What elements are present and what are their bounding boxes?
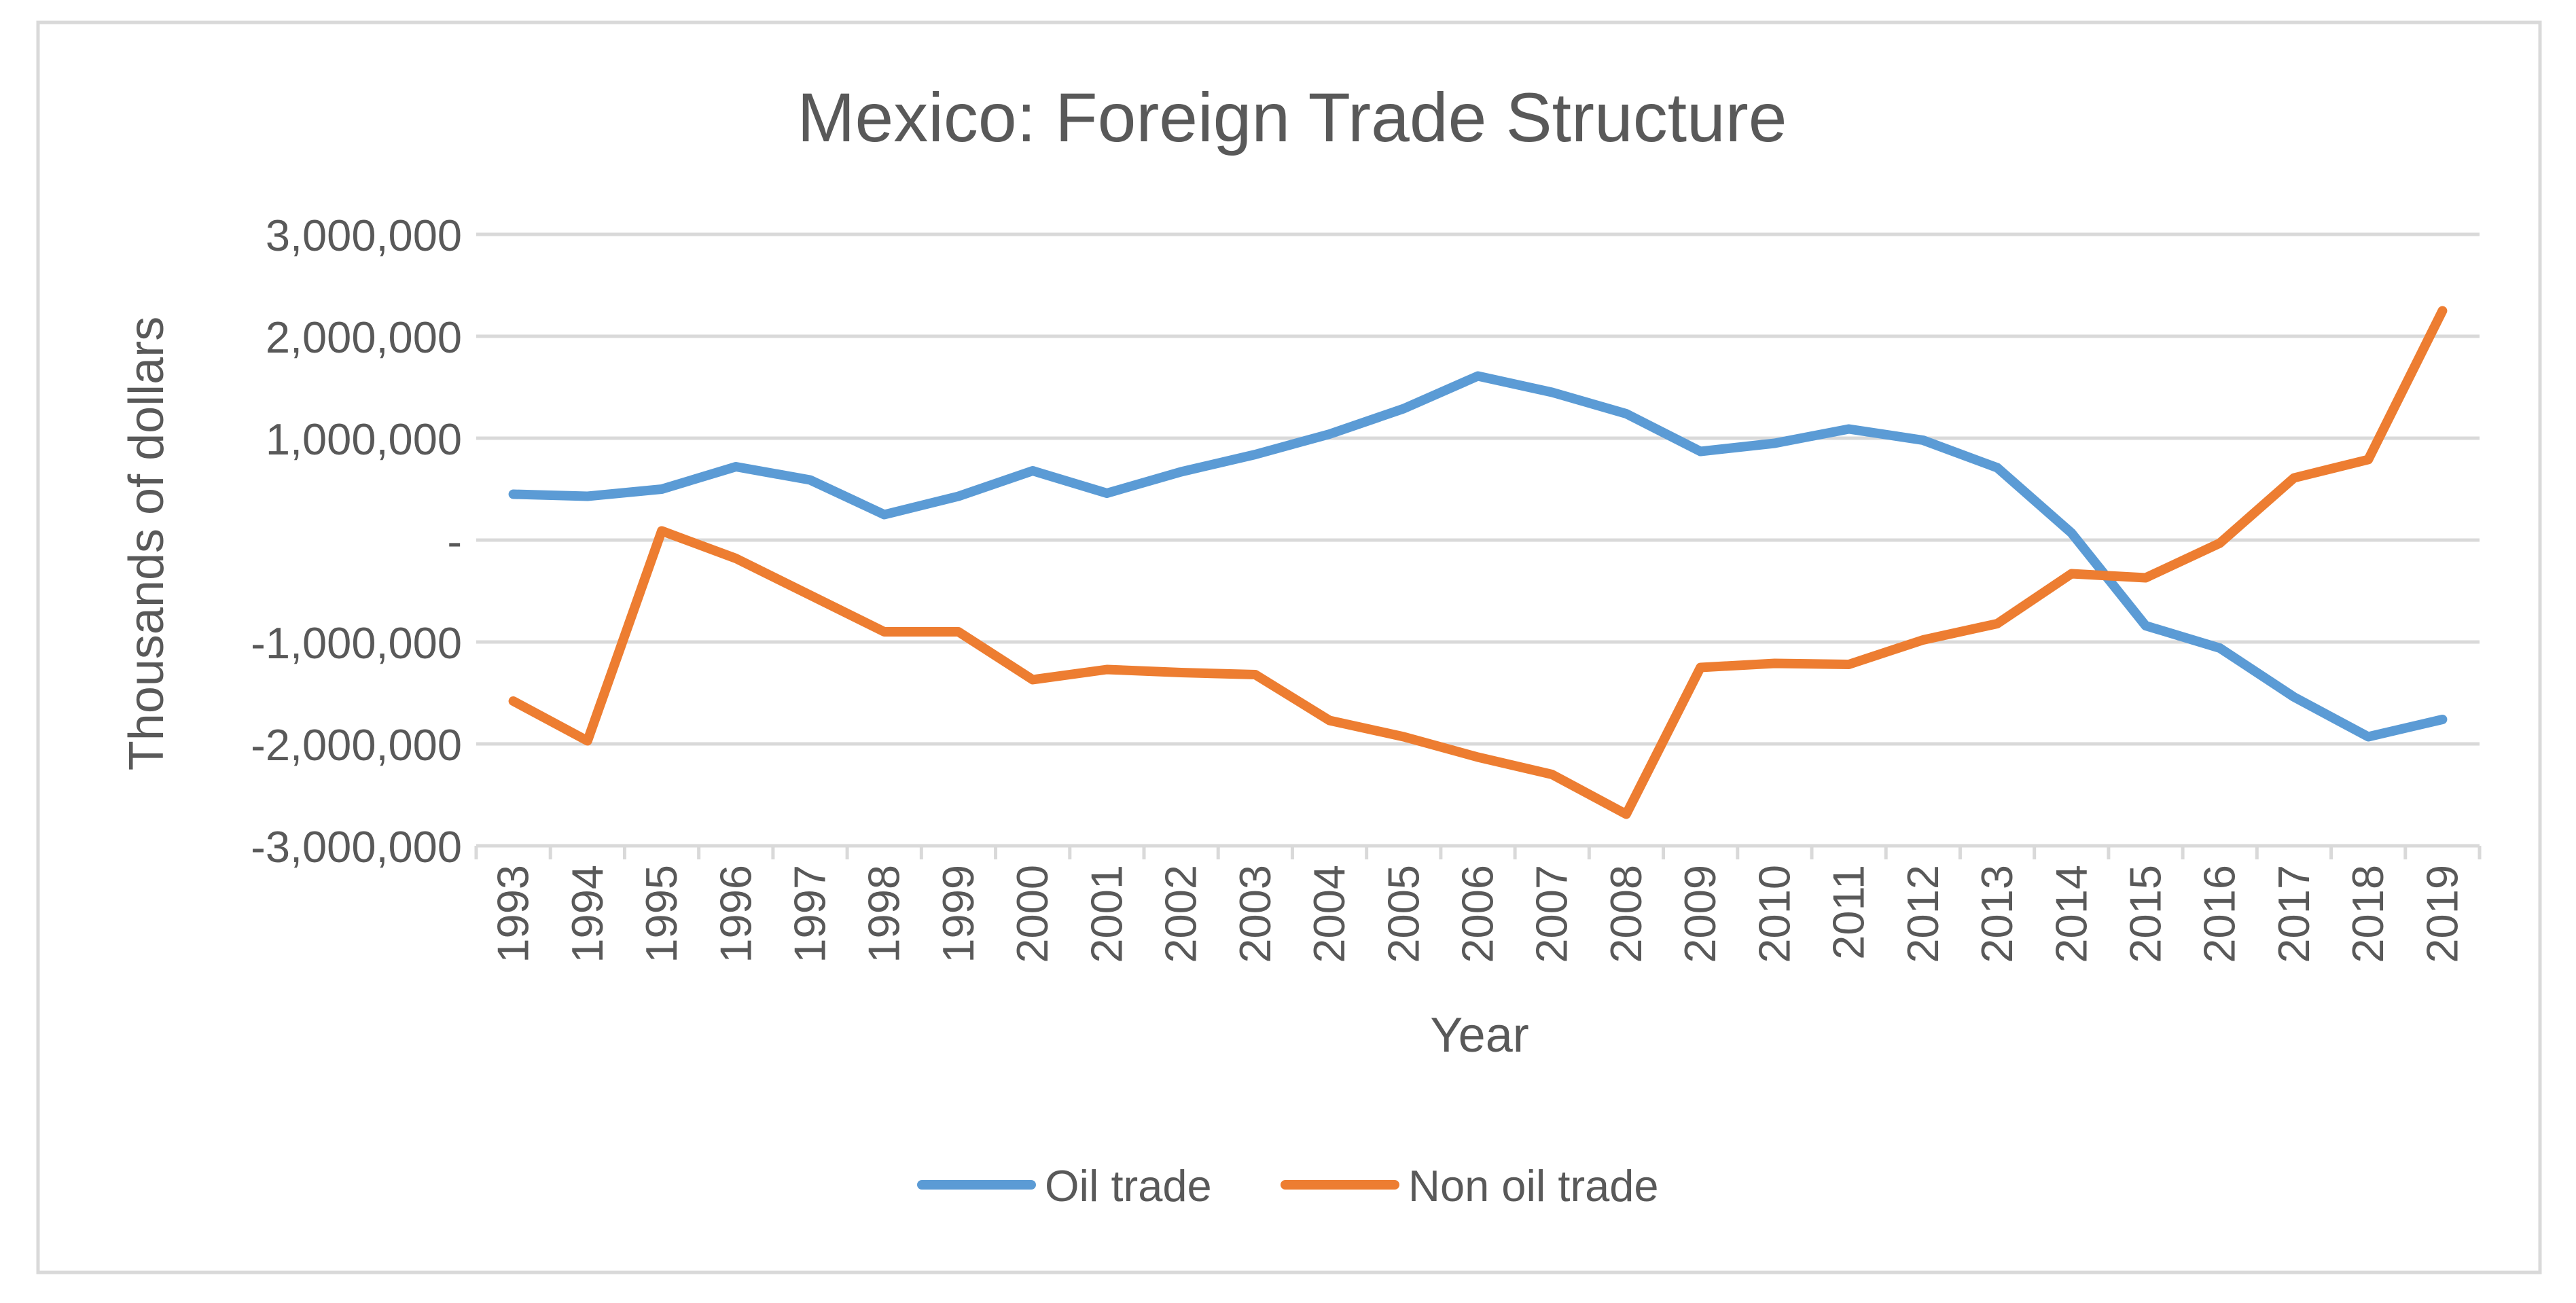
- legend-label: Oil trade: [1045, 1161, 1212, 1211]
- x-tick-label: 2002: [1156, 865, 1206, 963]
- x-tick-label: 2007: [1527, 865, 1577, 963]
- x-tick-label: 2005: [1378, 865, 1428, 963]
- x-tick-label: 2003: [1230, 865, 1280, 963]
- x-tick-label: 2006: [1453, 865, 1503, 963]
- x-tick-label: 2008: [1601, 865, 1651, 963]
- chart-border: [36, 20, 2542, 1274]
- x-tick-label: 2004: [1304, 865, 1354, 963]
- y-tick-label: -1,000,000: [251, 618, 462, 668]
- y-tick-label: -: [447, 516, 462, 566]
- x-tick-label: 2019: [2417, 865, 2467, 963]
- x-tick-label: 1998: [859, 865, 909, 963]
- y-axis-title: Thousands of dollars: [120, 317, 174, 770]
- x-tick-label: 1995: [637, 865, 686, 963]
- x-tick-label: 2012: [1898, 865, 1948, 963]
- y-tick-label: 1,000,000: [266, 414, 462, 464]
- chart-title: Mexico: Foreign Trade Structure: [798, 79, 1787, 156]
- y-tick-label: -2,000,000: [251, 720, 462, 770]
- legend-label: Non oil trade: [1408, 1161, 1659, 1211]
- y-axis: 3,000,000 2,000,000 1,000,000 - -1,000,000 -2…: [251, 211, 462, 872]
- y-tick-label: 2,000,000: [266, 313, 462, 362]
- x-tick-label: 2018: [2343, 865, 2393, 963]
- legend: Oil trade Non oil trade: [917, 1161, 1659, 1211]
- x-tick-label: 2011: [1824, 865, 1874, 960]
- x-axis: 1993 1994 1995 1996 1997 1998 1999 2000 2001 2002…: [474, 844, 2482, 963]
- x-tick-label: 2013: [1972, 865, 2022, 963]
- x-tick-label: 2010: [1749, 865, 1799, 963]
- x-tick-label: 2014: [2046, 865, 2096, 963]
- x-tick-label: 2015: [2121, 865, 2170, 963]
- x-tick-label: 2016: [2195, 865, 2244, 963]
- y-tick-label: -3,000,000: [251, 822, 462, 872]
- x-tick-label: 1997: [785, 865, 835, 963]
- x-tick-label: 1999: [933, 865, 983, 963]
- x-tick-label: 1996: [711, 865, 760, 963]
- x-tick-label: 1993: [488, 865, 538, 963]
- x-tick-label: 2009: [1675, 865, 1725, 963]
- series-line-oil-trade: [508, 371, 2448, 742]
- x-tick-label: 1994: [562, 865, 612, 963]
- x-tick-label: 2017: [2269, 865, 2319, 963]
- x-tick-label: 2001: [1081, 865, 1131, 963]
- series-lines: [508, 306, 2448, 819]
- series-line-non-oil-trade: [508, 306, 2448, 819]
- x-axis-title: Year: [1430, 1008, 1528, 1063]
- x-tick-label: 2000: [1007, 865, 1057, 963]
- y-tick-label: 3,000,000: [266, 211, 462, 260]
